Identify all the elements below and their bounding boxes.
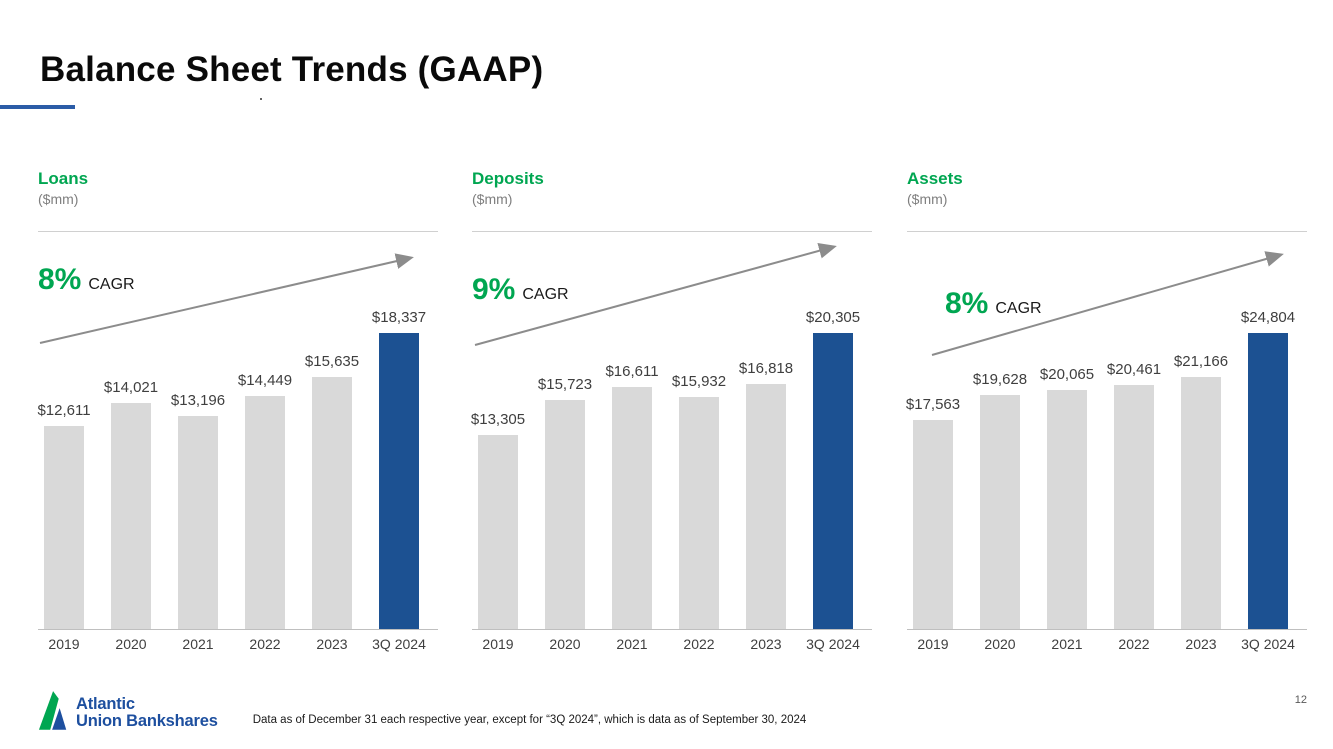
- axis-category-label: 2022: [1118, 636, 1150, 652]
- bar-2019: [478, 435, 518, 630]
- cagr-word: CAGR: [88, 276, 135, 293]
- axis-category-label: 2020: [115, 636, 147, 652]
- chart-unit-label: ($mm): [472, 191, 513, 207]
- axis-category-label: 2021: [616, 636, 648, 652]
- cagr-percentage: 8%: [38, 263, 82, 296]
- cagr-label: 9% CAGR: [472, 273, 569, 307]
- cagr-trend-arrow-icon: [39, 253, 414, 344]
- bar-value-label: $14,449: [237, 372, 293, 389]
- axis-category-label: 2019: [48, 636, 80, 652]
- axis-category-label: 2023: [1185, 636, 1217, 652]
- title-underline: [0, 105, 75, 109]
- bar-value-label: $13,196: [170, 392, 226, 409]
- cagr-word: CAGR: [995, 300, 1042, 317]
- company-logo: Atlantic Union Bankshares: [38, 688, 218, 732]
- bar-value-label: $15,635: [304, 353, 360, 370]
- logo-line2: Union Bankshares: [76, 712, 218, 731]
- bar-3q-2024: [1248, 333, 1288, 630]
- bar-3q-2024: [813, 333, 853, 630]
- bar-2020: [111, 403, 151, 630]
- chart-panel-assets: Assets ($mm) 8% CAGR $17,563 2019 $19,628 2020 $…: [905, 165, 1307, 665]
- bar-2020: [980, 395, 1020, 630]
- bar-value-label: $17,563: [905, 396, 961, 413]
- cagr-percentage: 9%: [472, 273, 516, 306]
- chart-header-divider: [472, 231, 872, 232]
- axis-category-label: 3Q 2024: [806, 636, 860, 652]
- axis-category-label: 2021: [182, 636, 214, 652]
- bar-value-label: $15,723: [537, 376, 593, 393]
- bar-2022: [245, 396, 285, 630]
- bar-value-label: $18,337: [371, 309, 427, 326]
- axis-category-label: 2023: [316, 636, 348, 652]
- bar-value-label: $20,305: [805, 309, 861, 326]
- bar-value-label: $14,021: [103, 379, 159, 396]
- chart-panel-deposits: Deposits ($mm) 9% CAGR $13,305 2019 $15,723 202…: [470, 165, 872, 665]
- bar-value-label: $16,818: [738, 360, 794, 377]
- x-axis-line: [472, 629, 872, 630]
- axis-category-label: 2022: [249, 636, 281, 652]
- logo-mountain-icon: [38, 691, 67, 730]
- axis-category-label: 3Q 2024: [1241, 636, 1295, 652]
- cagr-label: 8% CAGR: [945, 287, 1042, 321]
- axis-category-label: 3Q 2024: [372, 636, 426, 652]
- cagr-trend-arrow-icon: [474, 242, 837, 346]
- bar-value-label: $16,611: [605, 363, 659, 380]
- logo-line1: Atlantic: [76, 695, 135, 714]
- bar-value-label: $21,166: [1173, 353, 1229, 370]
- x-axis-line: [907, 629, 1307, 630]
- bar-2022: [679, 397, 719, 630]
- cagr-trend-arrow-icon: [931, 251, 1284, 356]
- chart-panel-loans: Loans ($mm) 8% CAGR $12,611 2019 $14,021 2020 $1…: [37, 165, 438, 665]
- bar-value-label: $12,611: [37, 402, 91, 419]
- axis-category-label: 2019: [917, 636, 949, 652]
- bar-2020: [545, 400, 585, 630]
- bar-3q-2024: [379, 333, 419, 630]
- footnote-text: Data as of December 31 each respective y…: [252, 714, 807, 726]
- cagr-label: 8% CAGR: [38, 263, 135, 297]
- chart-unit-label: ($mm): [907, 191, 948, 207]
- bar-value-label: $24,804: [1240, 309, 1296, 326]
- chart-title: Loans: [38, 169, 89, 188]
- axis-category-label: 2019: [482, 636, 514, 652]
- bar-2021: [178, 416, 218, 630]
- bar-value-label: $20,065: [1039, 366, 1095, 383]
- bar-value-label: $20,461: [1106, 361, 1162, 378]
- axis-category-label: 2020: [984, 636, 1016, 652]
- axis-category-label: 2023: [750, 636, 782, 652]
- chart-header-divider: [907, 231, 1307, 232]
- bar-2021: [612, 387, 652, 630]
- page-number: 12: [1294, 694, 1307, 706]
- tiny-dot-artifact: [260, 98, 262, 100]
- bar-value-label: $19,628: [972, 371, 1028, 388]
- x-axis-line: [38, 629, 438, 630]
- logo-text: Atlantic Union Bankshares: [76, 696, 218, 732]
- bar-value-label: $15,932: [671, 373, 727, 390]
- chart-title: Assets: [907, 169, 963, 188]
- axis-category-label: 2021: [1051, 636, 1083, 652]
- cagr-percentage: 8%: [945, 287, 989, 320]
- bar-value-label: $13,305: [470, 411, 526, 428]
- chart-unit-label: ($mm): [38, 191, 79, 207]
- bar-2019: [913, 420, 953, 630]
- chart-header-divider: [38, 231, 438, 232]
- bar-2021: [1047, 390, 1087, 630]
- axis-category-label: 2022: [683, 636, 715, 652]
- bar-2023: [746, 384, 786, 630]
- page-title: Balance Sheet Trends (GAAP): [40, 50, 544, 89]
- bar-2022: [1114, 385, 1154, 630]
- axis-category-label: 2020: [549, 636, 581, 652]
- bar-2023: [1181, 377, 1221, 630]
- cagr-word: CAGR: [522, 286, 569, 303]
- chart-title: Deposits: [472, 169, 544, 188]
- footer: Atlantic Union Bankshares Data as of Dec…: [38, 688, 806, 732]
- bar-2019: [44, 426, 84, 630]
- bar-2023: [312, 377, 352, 630]
